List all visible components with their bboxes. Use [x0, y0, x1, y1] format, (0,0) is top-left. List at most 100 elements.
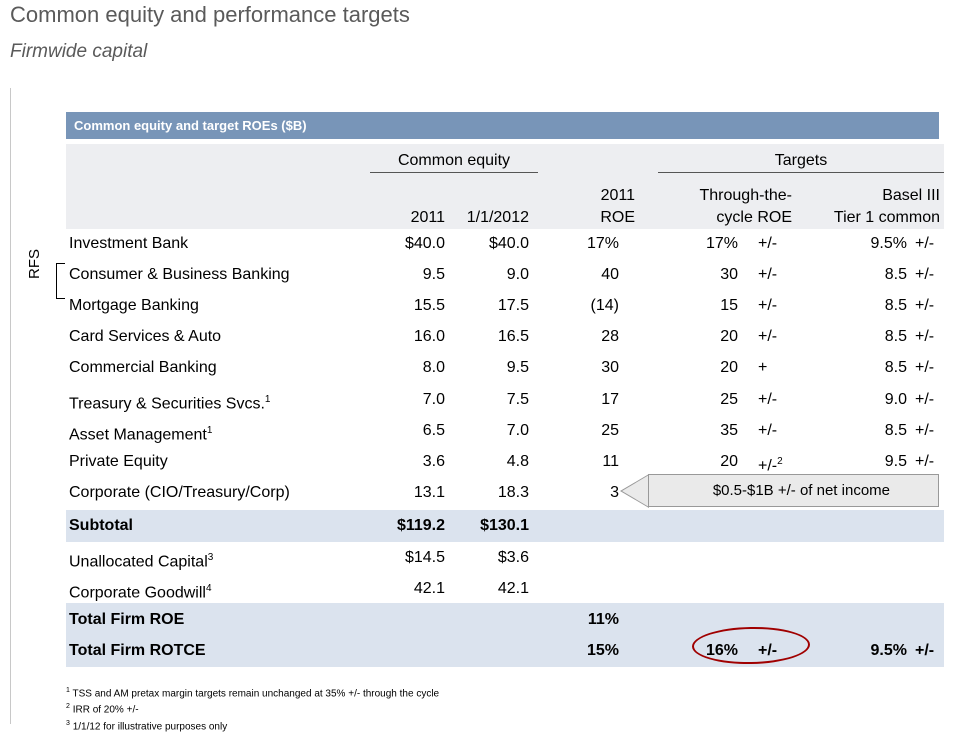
cell-tc-roe: 30: [720, 266, 738, 283]
col-basel-line2: Tier 1 common: [833, 209, 940, 226]
table-row: Asset Management1 6.5 7.0 25 35 +/- 8.5 +/-: [0, 421, 953, 452]
cell-basel: 9.5%: [870, 642, 907, 659]
col-equity-2011: 2011: [410, 209, 445, 226]
cell-tc-roe: 35: [720, 422, 738, 439]
table-row: Total Firm ROTCE 15% 16% +/- 9.5% +/-: [0, 641, 953, 672]
cell-equity-2012: 17.5: [497, 297, 529, 314]
table-header: Common equity and target ROEs ($B): [66, 112, 939, 139]
cell-basel-range: +/-: [915, 297, 935, 314]
row-label: Unallocated Capital3: [69, 552, 214, 571]
cell-equity-2012: 18.3: [497, 484, 529, 501]
cell-roe-2011: 11%: [587, 611, 619, 628]
cell-tc-roe: 20: [720, 453, 738, 470]
row-label: Mortgage Banking: [69, 297, 199, 314]
row-label: Corporate (CIO/Treasury/Corp): [69, 484, 290, 501]
cell-basel-range: +/-: [915, 266, 935, 283]
subtotal-band: [66, 510, 944, 542]
row-label: Investment Bank: [69, 235, 189, 252]
cell-basel: 8.5: [884, 297, 907, 314]
cell-roe-2011: (14): [590, 297, 619, 314]
cell-equity-2012: 9.0: [506, 266, 529, 283]
cell-roe-2011: 17%: [586, 235, 619, 252]
cell-basel: 8.5: [884, 422, 907, 439]
cell-tc-roe: 15: [720, 297, 738, 314]
footnotes: 1 TSS and AM pretax margin targets remai…: [66, 684, 439, 733]
footnote-2: 2 IRR of 20% +/-: [66, 703, 139, 716]
col-equity-2012: 1/1/2012: [466, 209, 529, 226]
cell-equity-2012: 7.5: [506, 391, 529, 408]
cell-equity-2012: 42.1: [497, 580, 529, 597]
cell-basel: 8.5: [884, 266, 907, 283]
table-row: Mortgage Banking 15.5 17.5 (14) 15 +/- 8.5 +/-: [0, 296, 953, 327]
group-targets-rule: [658, 172, 944, 173]
cell-basel-range: +/-: [915, 359, 935, 376]
cell-tc-roe-range: +: [758, 359, 768, 376]
table-row: Unallocated Capital3 $14.5 $3.6: [0, 548, 953, 579]
table-row: Private Equity 3.6 4.8 11 20 +/-2 9.5 +/-: [0, 452, 953, 483]
cell-roe-2011: 3: [610, 484, 619, 501]
table-row: Investment Bank $40.0 $40.0 17% 17% +/- 9.5% +/…: [0, 234, 953, 265]
cell-equity-2012: 7.0: [506, 422, 529, 439]
cell-basel: 9.5%: [870, 235, 907, 252]
cell-tc-roe-range: +/-2: [758, 456, 783, 475]
col-tc-roe-line1: Through-the-: [699, 187, 793, 204]
page-title: Common equity and performance targets: [10, 2, 410, 27]
footnote-marker: 1: [264, 394, 271, 405]
row-label: Asset Management1: [69, 425, 213, 444]
cell-tc-roe: 16%: [705, 642, 738, 659]
cell-tc-roe-range: +/-: [758, 642, 778, 659]
table-row: Corporate Goodwill4 42.1 42.1: [0, 579, 953, 610]
cell-equity-2011: 3.6: [422, 453, 445, 470]
cell-equity-2011: 15.5: [413, 297, 445, 314]
footnote-marker: 1: [206, 425, 213, 436]
cell-basel: 8.5: [884, 359, 907, 376]
cell-tc-roe: 20: [720, 359, 738, 376]
row-label: Corporate Goodwill4: [69, 583, 212, 602]
col-roe-line2: ROE: [600, 209, 635, 226]
cell-equity-2011: 16.0: [413, 328, 445, 345]
cell-equity-2012: $40.0: [488, 235, 529, 252]
group-common-equity-rule: [370, 172, 538, 173]
cell-equity-2011: $14.5: [404, 549, 445, 566]
cell-tc-roe-range: +/-: [758, 391, 778, 408]
cell-basel-range: +/-: [915, 422, 935, 439]
cell-tc-roe: 17%: [705, 235, 738, 252]
row-label: Total Firm ROE: [69, 611, 185, 628]
cell-basel-range: +/-: [915, 391, 935, 408]
cell-tc-roe-range: +/-: [758, 297, 778, 314]
cell-basel-range: +/-: [915, 453, 935, 470]
cell-equity-2012: $130.1: [480, 517, 529, 534]
group-targets: Targets: [774, 152, 828, 169]
cell-equity-2012: $3.6: [497, 549, 529, 566]
cell-equity-2011: $119.2: [396, 517, 445, 534]
row-label: Card Services & Auto: [69, 328, 222, 345]
cell-tc-roe: 25: [720, 391, 738, 408]
cell-roe-2011: 17: [601, 391, 619, 408]
cell-equity-2012: 9.5: [506, 359, 529, 376]
cell-basel-range: +/-: [915, 642, 935, 659]
cell-equity-2011: 7.0: [422, 391, 445, 408]
cell-equity-2011: 13.1: [413, 484, 445, 501]
cell-tc-roe-range: +/-: [758, 266, 778, 283]
cell-roe-2011: 11: [602, 453, 619, 470]
cell-basel-range: +/-: [915, 235, 935, 252]
left-divider: [10, 88, 11, 724]
cell-roe-2011: 25: [601, 422, 619, 439]
cell-equity-2012: 4.8: [506, 453, 529, 470]
row-label: Total Firm ROTCE: [69, 642, 206, 659]
cell-roe-2011: 40: [601, 266, 619, 283]
row-label: Commercial Banking: [69, 359, 217, 376]
table-row: Card Services & Auto 16.0 16.5 28 20 +/- 8.5 +/…: [0, 327, 953, 358]
cell-tc-roe-range: +/-: [758, 235, 778, 252]
cell-tc-roe-range: +/-: [758, 328, 778, 345]
table-row: Consumer & Business Banking 9.5 9.0 40 30 +/-…: [0, 265, 953, 296]
footnote-marker: 2: [777, 456, 783, 467]
table-row: Subtotal $119.2 $130.1: [0, 516, 953, 547]
footnote-marker: 3: [207, 552, 214, 563]
cell-basel-range: +/-: [915, 328, 935, 345]
table-row: Total Firm ROE 11%: [0, 610, 953, 641]
rfs-bracket: [56, 263, 65, 299]
cell-equity-2011: $40.0: [404, 235, 445, 252]
cell-tc-roe: 20: [720, 328, 738, 345]
totals-band: [66, 603, 944, 667]
